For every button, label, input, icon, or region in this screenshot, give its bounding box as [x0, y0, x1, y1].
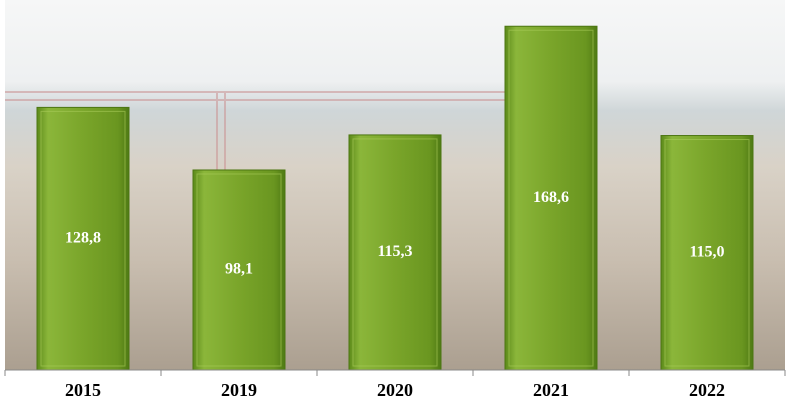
value-label: 115,3	[377, 243, 412, 260]
x-tick-label: 2015	[65, 380, 101, 400]
x-tick-label: 2019	[221, 380, 257, 400]
bar	[660, 135, 754, 371]
x-tick-label: 2020	[377, 380, 413, 400]
value-label: 128,8	[65, 229, 101, 246]
x-tick-label: 2022	[689, 380, 725, 400]
value-label: 98,1	[225, 261, 253, 278]
value-label: 168,6	[533, 189, 569, 206]
bar-bevel	[508, 29, 594, 367]
x-tick-label: 2021	[533, 380, 569, 400]
bar-bevel	[196, 173, 282, 367]
bar	[504, 25, 598, 371]
bar	[348, 134, 442, 371]
bar-bevel	[40, 110, 126, 367]
bar	[192, 169, 286, 371]
bar-bevel	[664, 139, 750, 367]
value-label: 115,0	[689, 243, 724, 260]
bar-bevel	[352, 138, 438, 367]
gantry	[5, 91, 520, 170]
